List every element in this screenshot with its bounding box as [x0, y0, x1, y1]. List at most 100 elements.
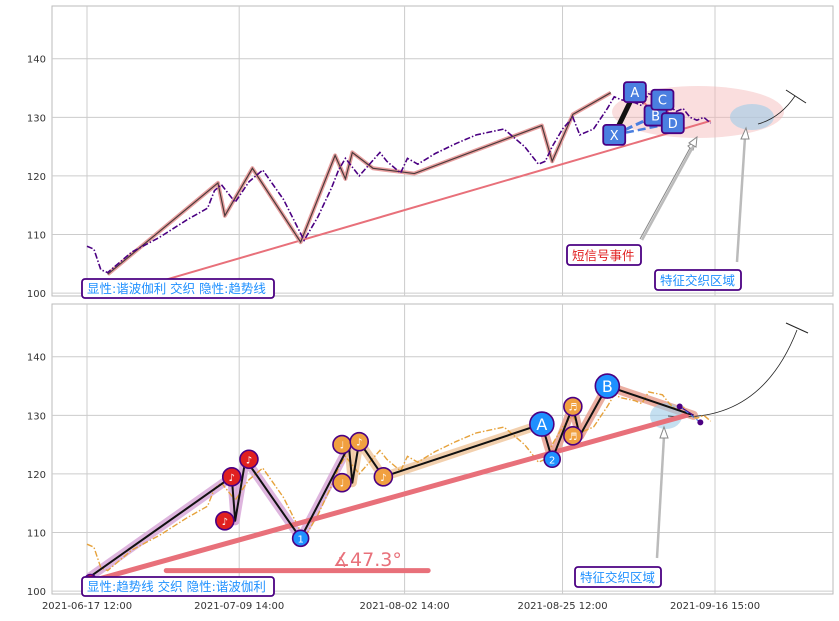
y-tick-label: 110: [27, 528, 46, 539]
pivot-marker-label: B: [602, 377, 613, 396]
top-legend-box: [81, 278, 275, 299]
pivot-marker: ♩: [332, 434, 352, 455]
trend-line: [165, 119, 711, 281]
pivot-marker: ♬: [563, 396, 583, 417]
harmonic-point-box: [660, 112, 685, 135]
harmonic-point-X: X: [602, 123, 627, 146]
harmonic-point-box: [622, 81, 647, 104]
angle-label: ∡47.3°: [333, 549, 402, 571]
pivot-marker-circle: [291, 529, 310, 548]
pivot-marker: ♪: [373, 467, 394, 487]
pivot-marker-circle: [563, 426, 583, 446]
tail-dot: [697, 419, 704, 426]
y-tick-label: 100: [27, 587, 46, 598]
tail-dot: [676, 403, 683, 410]
projection-curve: [757, 95, 796, 125]
pivot-marker-circle: [215, 510, 235, 531]
pivot-marker-label: 1: [297, 534, 303, 545]
bottom-plot-frame: [51, 303, 834, 595]
bottom-annotations: ∡47.3° 显性:趋势线 交织 隐性:谐波伽利 特征交织区域: [81, 549, 662, 597]
pivot-marker: ♪: [215, 510, 235, 531]
x-tick-label: 2021-07-09 14:00: [194, 601, 284, 612]
short-signal-arrow-head: [688, 135, 698, 148]
pivot-marker-label: ♪: [356, 438, 362, 449]
harmonic-point-label: C: [658, 94, 667, 109]
pivot-marker-circle: [373, 467, 394, 487]
tail-dashed: [679, 406, 701, 423]
bottom-feature-arrow-shaft: [655, 435, 666, 559]
pivot-marker: ♪: [349, 431, 370, 452]
pivot-marker-label: ♪: [246, 455, 252, 466]
pivot-marker-circle: [239, 449, 259, 470]
pivot-marker: B: [594, 373, 621, 399]
top-legend-text: 显性:谐波伽利 交织 隐性:趋势线: [87, 281, 266, 296]
harmonic-point-label: X: [610, 129, 619, 144]
harmonic-point-A: A: [622, 81, 647, 104]
short-signal-arrow-shaft: [640, 144, 696, 241]
harmonic-point-D: D: [660, 112, 685, 135]
top-feature-text: 特征交织区域: [660, 273, 735, 288]
trend-line: [84, 412, 690, 585]
pivot-marker-circle: [594, 373, 621, 399]
bottom-x-tick-labels: 2021-06-17 12:00 2021-07-09 14:00 2021-08-…: [42, 601, 760, 612]
short-signal-box: [566, 244, 642, 266]
pivot-marker-circle: [563, 396, 583, 417]
bottom-grid: [52, 304, 833, 594]
short-signal-text: 短信号事件: [572, 248, 635, 263]
y-tick-label: 110: [27, 230, 46, 241]
top-feature-box: [654, 269, 742, 291]
pivot-marker-circle: [332, 472, 352, 493]
top-annotations: 显性:谐波伽利 交织 隐性:趋势线 短信号事件 特征交织区域: [81, 244, 742, 299]
pivot-marker-label: ♪: [229, 473, 235, 484]
pivot-marker-label: ♩: [340, 441, 345, 452]
bottom-legend-box: [81, 576, 275, 597]
pivot-marker-label: ♬: [568, 403, 577, 414]
harmonic-point-box: [650, 88, 675, 111]
x-tick-label: 2021-06-17 12:00: [42, 601, 132, 612]
pivot-marker-circle: [543, 450, 561, 469]
bottom-legend-text: 显性:趋势线 交织 隐性:谐波伽利: [87, 579, 266, 594]
pivot-marker-label: ♪: [380, 473, 386, 484]
bottom-feature-box: [574, 566, 662, 588]
projection-tick: [785, 89, 807, 104]
bottom-panel: 100 110 120 130 140 2021-06-17 12:00 2021-07-…: [27, 303, 834, 612]
bottom-feature-arrow-head: [659, 425, 669, 439]
pivot-marker-circle: [221, 467, 242, 487]
pivot-marker: ♩: [332, 472, 352, 493]
x-tick-label: 2021-09-16 15:00: [670, 601, 760, 612]
pivot-marker-label: ♬: [568, 432, 577, 443]
y-tick-label: 130: [27, 411, 46, 422]
zigzag-line: [107, 92, 612, 275]
bottom-feature-text: 特征交织区域: [580, 570, 655, 585]
projection-curve: [667, 329, 798, 418]
top-feature-arrow-shaft: [735, 136, 747, 263]
intersect-highlight: [730, 104, 774, 130]
bottom-y-tick-labels: 100 110 120 130 140: [27, 353, 46, 598]
y-tick-label: 130: [27, 113, 46, 124]
harmonic-point-box: [602, 123, 627, 146]
x-tick-label: 2021-08-02 14:00: [360, 601, 450, 612]
projection-tick: [785, 322, 809, 334]
pivot-marker-label: ♪: [222, 517, 228, 528]
y-tick-label: 140: [27, 55, 46, 66]
price-line: [86, 92, 712, 274]
harmonic-point-label: D: [668, 117, 678, 132]
top-y-tick-labels: 100 110 120 130 140: [27, 55, 46, 300]
pivot-marker: ♬: [563, 426, 583, 446]
bottom-marks: ♪ ♪ ♪ 1 ♩ ♩ ♪ ♪ A 2 ♬ ♬ B: [83, 373, 704, 588]
pivot-marker: ♪: [221, 467, 242, 487]
pivot-marker: 2: [543, 450, 561, 469]
y-tick-label: 120: [27, 470, 46, 481]
x-tick-label: 2021-08-25 12:00: [517, 601, 607, 612]
top-plot-frame: [51, 5, 834, 297]
y-tick-label: 120: [27, 172, 46, 183]
pivot-marker: 1: [291, 529, 310, 548]
y-tick-label: 140: [27, 353, 46, 364]
pivot-marker: ♪: [239, 449, 259, 470]
pivot-marker-circle: [529, 411, 555, 437]
pivot-marker-circle: [349, 431, 370, 452]
pivot-marker: A: [529, 411, 555, 437]
